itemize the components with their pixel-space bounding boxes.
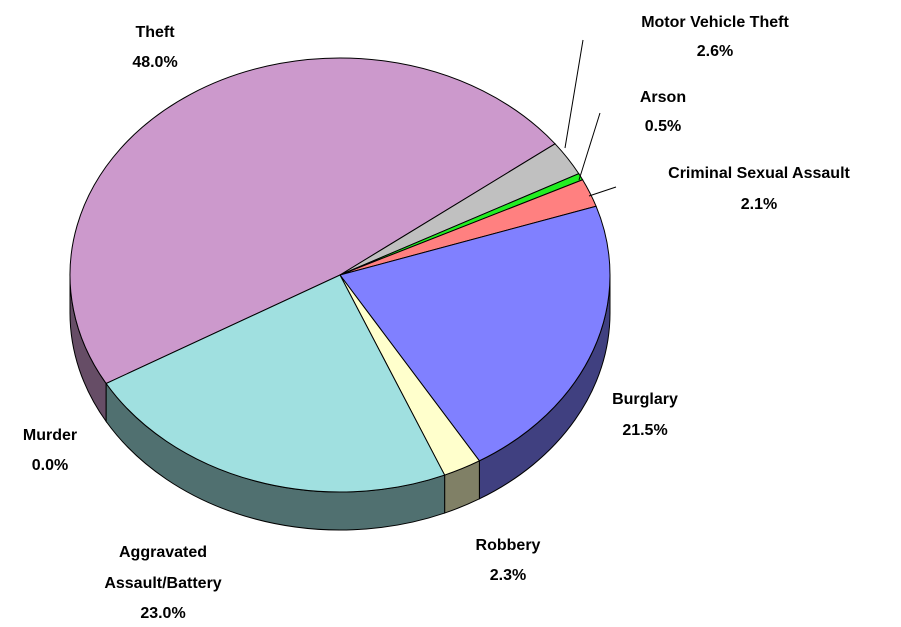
- slice-label: Aggravated Assault/Battery: [104, 544, 221, 592]
- slice: [105, 274, 446, 493]
- slice-value-label: 2.3%: [490, 567, 526, 584]
- slice-label: Robbery: [476, 537, 541, 554]
- slice-label: Criminal Sexual Assault: [668, 165, 850, 182]
- leader-line: [578, 112, 601, 181]
- slice-label: Murder: [23, 427, 77, 444]
- slice-label: Arson: [640, 89, 686, 106]
- slice-value-label: 2.6%: [697, 43, 733, 60]
- labels: Theft 48.0% Motor Vehicle Theft 2.6% Arson 0.…: [23, 14, 851, 622]
- pie-tops: [69, 57, 611, 493]
- slice-value-label: 48.0%: [132, 54, 177, 71]
- leader-line: [588, 186, 617, 197]
- slice-label: Motor Vehicle Theft: [641, 14, 789, 31]
- slice: [69, 57, 556, 385]
- slice-value-label: 21.5%: [622, 422, 667, 439]
- slice-value-label: 0.5%: [645, 118, 681, 135]
- slice-value-label: 0.0%: [32, 457, 68, 474]
- leader-line: [564, 39, 584, 149]
- slice-value-label: 2.1%: [741, 196, 777, 213]
- slice: [339, 205, 611, 462]
- slice-label: Burglary: [612, 391, 678, 408]
- slice-label: Theft: [135, 24, 175, 41]
- slice-value-label: 23.0%: [140, 605, 185, 622]
